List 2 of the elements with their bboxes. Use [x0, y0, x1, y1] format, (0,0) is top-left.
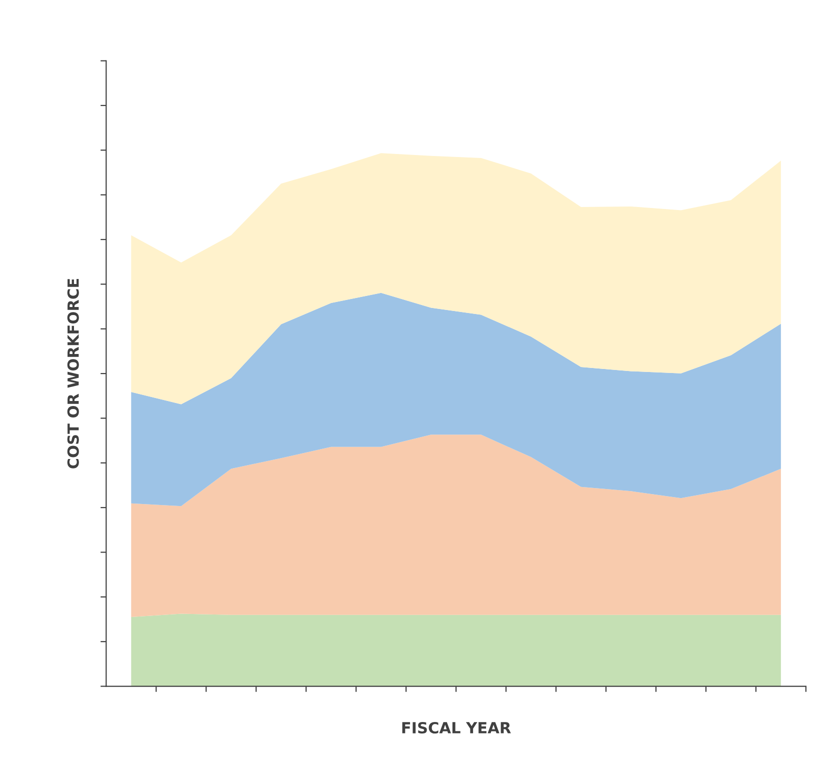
y-axis-title: COST OR WORKFORCE: [67, 279, 79, 468]
x-axis-title: FISCAL YEAR: [402, 722, 511, 734]
